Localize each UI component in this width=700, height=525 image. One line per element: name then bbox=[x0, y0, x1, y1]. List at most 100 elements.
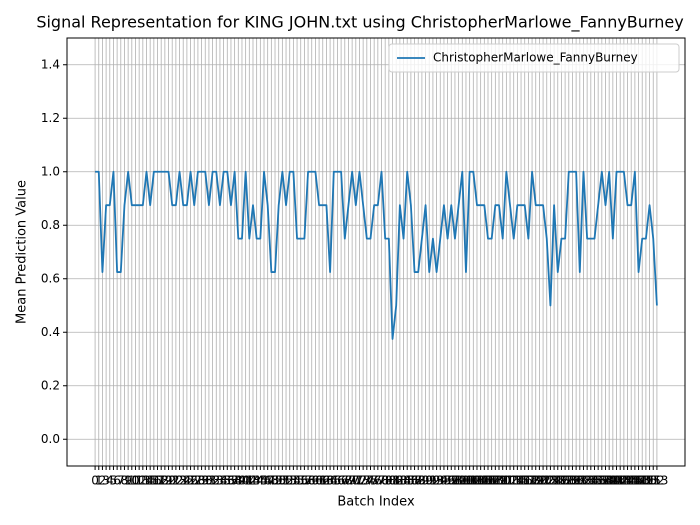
x-tick-label: 118 bbox=[517, 474, 540, 488]
x-tick-label: 11 bbox=[128, 474, 143, 488]
x-tick-label: 63 bbox=[319, 474, 334, 488]
x-tick-label: 64 bbox=[322, 474, 337, 488]
x-tick-label: 17 bbox=[150, 474, 165, 488]
x-tick-label: 107 bbox=[477, 474, 500, 488]
x-tick-label: 31 bbox=[201, 474, 216, 488]
x-tick-label: 136 bbox=[583, 474, 606, 488]
x-tick-label: 54 bbox=[286, 474, 301, 488]
x-tick-label: 121 bbox=[528, 474, 551, 488]
x-tick-label: 131 bbox=[565, 474, 588, 488]
x-tick-label: 33 bbox=[209, 474, 224, 488]
x-tick-label: 51 bbox=[275, 474, 290, 488]
x-tick-label: 56 bbox=[293, 474, 308, 488]
x-tick-label: 35 bbox=[216, 474, 231, 488]
x-tick-label: 67 bbox=[333, 474, 348, 488]
x-tick-label: 87 bbox=[407, 474, 422, 488]
x-tick-label: 95 bbox=[436, 474, 451, 488]
x-tick-label: 39 bbox=[231, 474, 246, 488]
x-tick-label: 66 bbox=[330, 474, 345, 488]
x-tick-label: 43 bbox=[245, 474, 260, 488]
x-tick-label: 13 bbox=[135, 474, 150, 488]
x-tick-label: 110 bbox=[488, 474, 511, 488]
x-tick-label: 94 bbox=[433, 474, 448, 488]
x-tick-label: 14 bbox=[139, 474, 154, 488]
x-tick-label: 42 bbox=[242, 474, 257, 488]
x-tick-label: 48 bbox=[264, 474, 279, 488]
x-tick-label: 119 bbox=[521, 474, 544, 488]
x-tick-label: 114 bbox=[502, 474, 525, 488]
x-tick-label: 142 bbox=[605, 474, 628, 488]
x-axis-label: Batch Index bbox=[337, 495, 415, 510]
x-tick-label: 111 bbox=[491, 474, 514, 488]
x-tick-label: 28 bbox=[190, 474, 205, 488]
legend-label: ChristopherMarlowe_FannyBurney bbox=[433, 51, 638, 65]
x-tick-label: 8 bbox=[121, 474, 129, 488]
x-tick-label: 15 bbox=[143, 474, 158, 488]
x-tick-label: 93 bbox=[429, 474, 444, 488]
x-tick-label: 3 bbox=[102, 474, 110, 488]
x-tick-label: 138 bbox=[590, 474, 613, 488]
x-tick-label: 130 bbox=[561, 474, 584, 488]
x-tick-label: 69 bbox=[341, 474, 356, 488]
x-tick-label: 22 bbox=[168, 474, 183, 488]
x-tick-label: 127 bbox=[550, 474, 573, 488]
y-tick-label: 0.0 bbox=[41, 432, 60, 446]
plot-frame bbox=[66, 37, 686, 467]
y-tick-label: 1.2 bbox=[41, 111, 60, 125]
x-tick-label: 122 bbox=[532, 474, 555, 488]
x-tick-label: 53 bbox=[282, 474, 297, 488]
x-tick-label: 0 bbox=[91, 474, 99, 488]
x-tick-label: 147 bbox=[623, 474, 646, 488]
x-tick-label: 139 bbox=[594, 474, 617, 488]
x-tick-label: 106 bbox=[473, 474, 496, 488]
x-tick-label: 72 bbox=[352, 474, 367, 488]
x-tick-label: 79 bbox=[378, 474, 393, 488]
x-tick-label: 97 bbox=[444, 474, 459, 488]
x-tick-label: 73 bbox=[356, 474, 371, 488]
x-tick-label: 82 bbox=[389, 474, 404, 488]
x-tick-label: 26 bbox=[183, 474, 198, 488]
x-tick-label: 90 bbox=[418, 474, 433, 488]
x-tick-label: 115 bbox=[506, 474, 529, 488]
x-tick-label: 41 bbox=[238, 474, 253, 488]
x-tick-label: 2 bbox=[99, 474, 107, 488]
x-tick-label: 123 bbox=[535, 474, 558, 488]
y-tick-label: 0.8 bbox=[41, 218, 60, 232]
x-tick-label: 29 bbox=[194, 474, 209, 488]
y-tick-label: 1.4 bbox=[41, 57, 60, 71]
x-tick-label: 7 bbox=[117, 474, 125, 488]
x-tick-label: 36 bbox=[220, 474, 235, 488]
x-tick-label: 5 bbox=[110, 474, 118, 488]
x-tick-label: 113 bbox=[499, 474, 522, 488]
x-tick-label: 12 bbox=[132, 474, 147, 488]
x-tick-label: 99 bbox=[451, 474, 466, 488]
x-tick-label: 49 bbox=[267, 474, 282, 488]
x-tick-label: 10 bbox=[124, 474, 139, 488]
x-tick-label: 1 bbox=[95, 474, 103, 488]
x-tick-label: 4 bbox=[106, 474, 114, 488]
chart-title: Signal Representation for KING JOHN.txt … bbox=[36, 13, 683, 33]
x-tick-label: 112 bbox=[495, 474, 518, 488]
x-tick-label: 16 bbox=[146, 474, 161, 488]
x-tick-label: 98 bbox=[447, 474, 462, 488]
x-tick-label: 19 bbox=[157, 474, 172, 488]
x-tick-label: 76 bbox=[367, 474, 382, 488]
x-tick-label: 102 bbox=[458, 474, 481, 488]
x-tick-label: 20 bbox=[161, 474, 176, 488]
x-tick-label: 61 bbox=[311, 474, 326, 488]
x-tick-label: 101 bbox=[455, 474, 478, 488]
x-tick-label: 104 bbox=[466, 474, 489, 488]
x-tick-label: 84 bbox=[396, 474, 411, 488]
x-tick-label: 117 bbox=[513, 474, 536, 488]
x-tick-label: 146 bbox=[620, 474, 643, 488]
x-tick-label: 9 bbox=[124, 474, 132, 488]
x-tick-label: 108 bbox=[480, 474, 503, 488]
x-tick-label: 30 bbox=[198, 474, 213, 488]
x-tick-label: 116 bbox=[510, 474, 533, 488]
x-tick-label: 135 bbox=[579, 474, 602, 488]
x-tick-label: 78 bbox=[374, 474, 389, 488]
x-tick-label: 46 bbox=[256, 474, 271, 488]
y-axis-label: Mean Prediction Value bbox=[15, 180, 30, 324]
x-tick-label: 62 bbox=[315, 474, 330, 488]
